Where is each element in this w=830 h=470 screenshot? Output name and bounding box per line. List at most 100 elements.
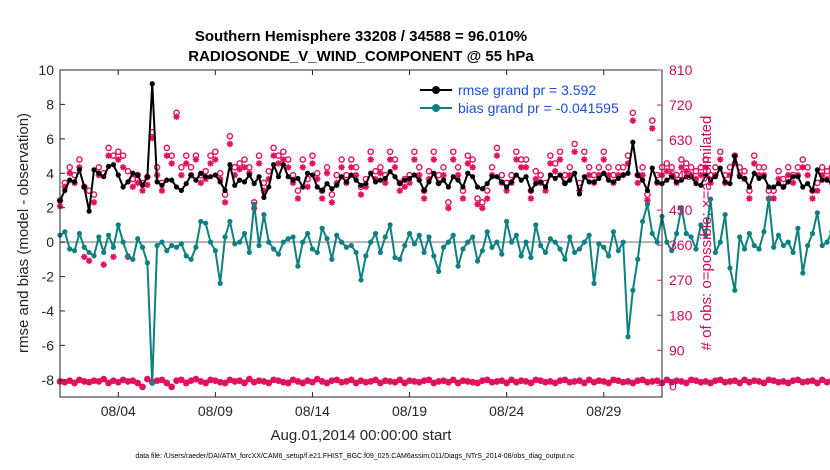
rmse-point (688, 174, 694, 180)
rmse-point (465, 170, 471, 176)
y-tick-label: 10 (38, 62, 54, 78)
rmse-point (149, 81, 155, 87)
obs-possible-point (236, 160, 243, 167)
obs-assimilated-point (357, 191, 365, 198)
bias-point (533, 222, 539, 228)
bias-point (683, 230, 689, 237)
obs-assimilated-point (299, 164, 306, 171)
obs-assimilated-point (386, 156, 394, 163)
obs-possible-point (547, 152, 554, 159)
obs-lower-assimilated-point (760, 379, 768, 387)
bias-point (470, 234, 476, 240)
rmse-point (81, 184, 87, 190)
bias-point (193, 244, 199, 250)
bias-point (271, 246, 277, 252)
rmse-point (266, 184, 272, 190)
obs-assimilated-point (639, 171, 646, 179)
rmse-point (368, 170, 374, 176)
rmse-point (450, 174, 456, 180)
bias-point (125, 253, 131, 259)
obs-assimilated-point (105, 152, 112, 159)
rmse-point (426, 179, 432, 185)
rmse-point (402, 177, 408, 183)
rmse-point (518, 177, 524, 183)
rmse-point (596, 175, 602, 182)
obs-assimilated-point (746, 195, 753, 202)
obs-possible-point (571, 140, 578, 148)
obs-possible-point (818, 164, 826, 171)
obs-assimilated-point (804, 171, 811, 179)
bias-point (387, 222, 393, 228)
obs-possible-point (367, 148, 375, 156)
bias-point (285, 236, 291, 242)
obs-assimilated-point (581, 156, 588, 163)
rmse-point (809, 187, 816, 194)
bias-point (164, 248, 170, 254)
bias-point (746, 230, 752, 237)
bias-point (76, 230, 83, 237)
obs-possible-point (314, 169, 321, 177)
rmse-point (644, 187, 651, 194)
rmse-point (256, 174, 262, 180)
obs-possible-point (338, 156, 345, 163)
rmse-point (232, 182, 238, 188)
obs-lower-assimilated-point (585, 376, 593, 384)
bias-point (130, 256, 136, 262)
bias-point (673, 230, 680, 237)
rmse-point (625, 170, 631, 176)
bias-point (737, 234, 743, 240)
obs-lower-assimilated-point (221, 379, 229, 387)
obs-assimilated-point (551, 168, 559, 175)
obs-assimilated-point (236, 166, 243, 173)
obs-assimilated-point (547, 160, 554, 167)
bias-point (615, 248, 621, 254)
rmse-point (460, 184, 466, 190)
rmse-point (805, 180, 811, 187)
obs-lower-assimilated-point (785, 379, 792, 387)
rmse-point (71, 179, 78, 185)
obs-possible-point (425, 167, 433, 175)
bias-point (751, 242, 757, 249)
obs-lower-assimilated-point (663, 376, 671, 384)
rmse-point (547, 172, 553, 178)
bias-point (518, 253, 524, 259)
rmse-point (683, 174, 689, 180)
bias-point (635, 256, 641, 262)
obs-lower-assimilated-point (707, 379, 714, 387)
rmse-point (198, 170, 204, 176)
bias-point (314, 249, 320, 256)
bias-point (300, 239, 306, 245)
bias-point (605, 253, 612, 259)
obs-assimilated-point (284, 164, 292, 171)
obs-assimilated-point (450, 156, 457, 163)
bias-point (324, 236, 330, 242)
rmse-point (217, 179, 223, 185)
obs-possible-point (323, 164, 331, 171)
obs-lower-assimilated-point (556, 377, 564, 384)
obs-assimilated-point (119, 164, 127, 171)
rmse-point (343, 179, 350, 185)
obs-assimilated-point (556, 156, 564, 163)
obs-possible-point (187, 164, 195, 171)
rmse-point (338, 174, 345, 180)
y-tick-label: -8 (42, 372, 55, 388)
obs-lower-assimilated-point (653, 377, 661, 384)
obs-lower-assimilated-point (241, 379, 248, 387)
bias-point (198, 218, 204, 225)
bias-point (295, 263, 301, 269)
rmse-point (484, 180, 490, 187)
obs-possible-point (605, 164, 612, 171)
bias-point (771, 244, 777, 250)
obs-possible-point (556, 148, 564, 156)
bias-point (358, 277, 364, 283)
legend: rmse grand pr = 3.592 bias grand pr = -0… (420, 82, 619, 116)
obs-assimilated-point (420, 195, 428, 202)
obs-lower-assimilated-point (741, 376, 748, 384)
bias-point (290, 234, 296, 240)
obs-assimilated-point (328, 199, 336, 206)
bias-point (445, 239, 451, 245)
rmse-point (819, 177, 825, 183)
rmse-point (771, 184, 777, 190)
x-axis-label: Aug.01,2014 00:00:00 start (271, 427, 453, 444)
rmse-point (411, 172, 418, 178)
